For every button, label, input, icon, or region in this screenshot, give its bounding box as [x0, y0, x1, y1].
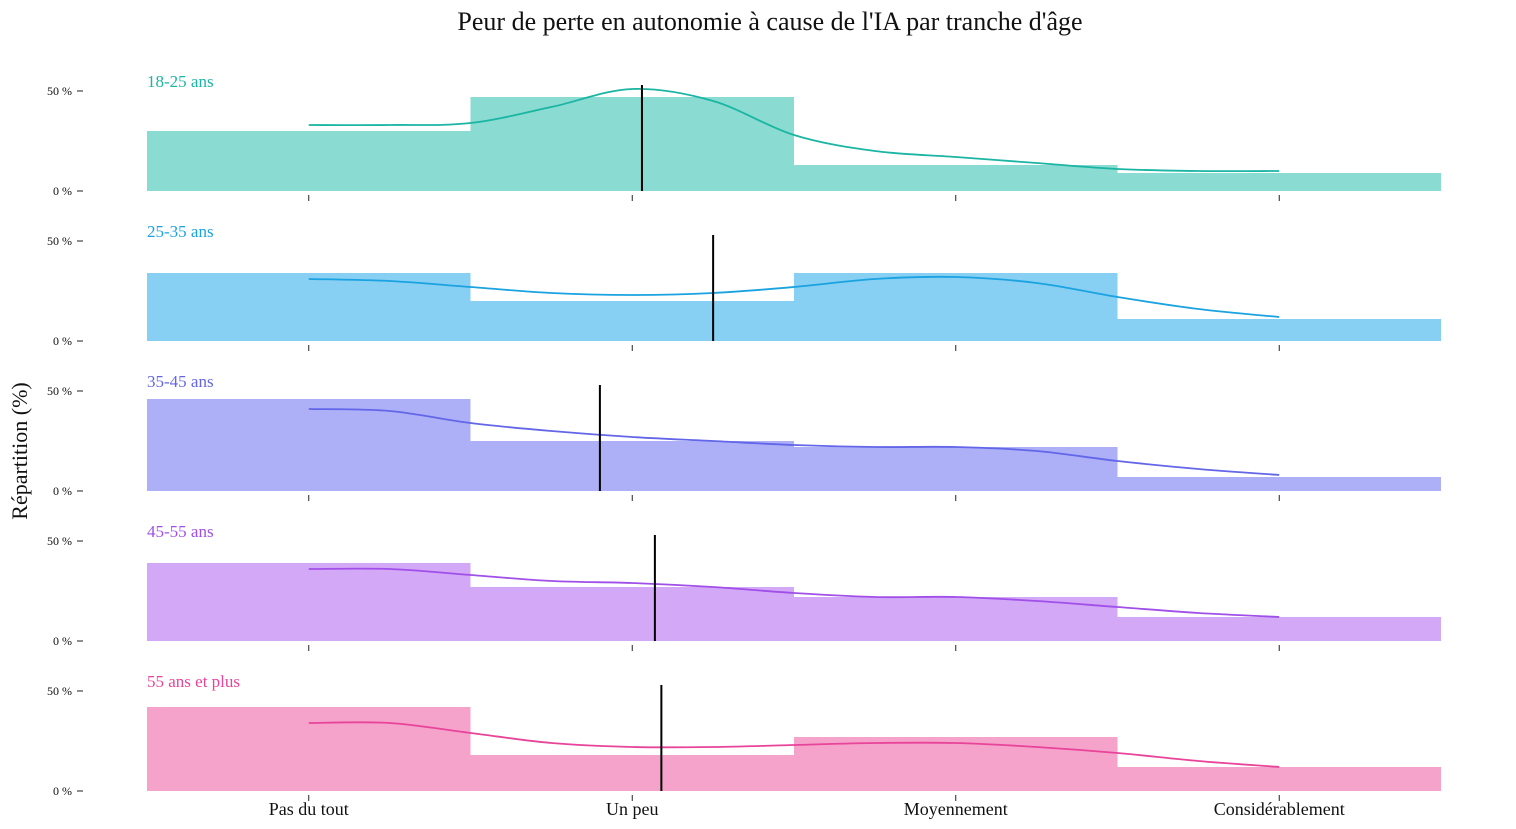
- bar: [470, 301, 794, 341]
- bar: [794, 597, 1118, 641]
- density-line: [308, 408, 1280, 476]
- bar: [470, 587, 794, 641]
- y-tick-label: 50 %: [47, 234, 72, 248]
- y-tick-label: 0 %: [53, 334, 72, 348]
- bar: [1117, 767, 1441, 791]
- density-line: [308, 87, 1280, 173]
- bar: [794, 165, 1118, 191]
- bar: [147, 563, 471, 641]
- y-tick-label: 50 %: [47, 384, 72, 398]
- x-tick-label: Moyennement: [904, 799, 1008, 819]
- density-line: [308, 721, 1280, 768]
- panel-label: 55 ans et plus: [147, 672, 240, 691]
- x-tick-label: Un peu: [606, 799, 659, 819]
- panel-2: 25-35 ans 0 % 50 %: [47, 222, 1441, 351]
- bar: [470, 755, 794, 791]
- bar: [147, 707, 471, 791]
- panel-label: 25-35 ans: [147, 222, 214, 241]
- y-tick-label: 50 %: [47, 534, 72, 548]
- panel-label: 35-45 ans: [147, 372, 214, 391]
- density-line: [308, 275, 1280, 318]
- panel-3: 35-45 ans 0 % 50 %: [47, 372, 1441, 501]
- y-axis-label: Répartition (%): [7, 382, 32, 519]
- panel-label: 45-55 ans: [147, 522, 214, 541]
- density-line: [308, 567, 1280, 618]
- bar: [470, 441, 794, 491]
- panel-1: 18-25 ans 0 % 50 %: [47, 72, 1441, 201]
- bar: [794, 447, 1118, 491]
- bar: [794, 737, 1118, 791]
- y-tick-label: 50 %: [47, 684, 72, 698]
- bar: [1117, 477, 1441, 491]
- bar: [794, 273, 1118, 341]
- bar: [147, 273, 471, 341]
- panel-label: 18-25 ans: [147, 72, 214, 91]
- y-tick-label: 0 %: [53, 634, 72, 648]
- y-tick-label: 0 %: [53, 784, 72, 798]
- bar: [470, 97, 794, 191]
- chart-title: Peur de perte en autonomie à cause de l'…: [457, 7, 1082, 36]
- x-tick-label: Pas du tout: [269, 799, 349, 819]
- x-tick-label: Considérablement: [1214, 799, 1345, 819]
- bar: [1117, 617, 1441, 641]
- bar: [1117, 319, 1441, 341]
- bar: [147, 131, 471, 191]
- panel-5: 55 ans et plus 0 % 50 %: [47, 672, 1441, 801]
- bar: [1117, 173, 1441, 191]
- panel-4: 45-55 ans 0 % 50 %: [47, 522, 1441, 651]
- y-tick-label: 50 %: [47, 84, 72, 98]
- y-tick-label: 0 %: [53, 184, 72, 198]
- bar: [147, 399, 471, 491]
- y-tick-label: 0 %: [53, 484, 72, 498]
